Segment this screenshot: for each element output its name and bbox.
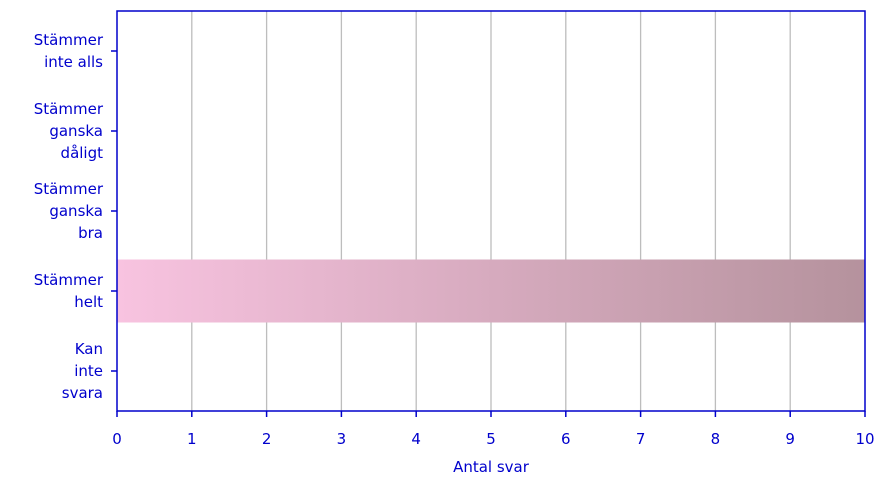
y-tick-label-2-2: bra [78,224,103,242]
x-axis-ticks: 0 1 2 3 4 5 6 7 8 9 10 [112,411,875,448]
x-tick-label-1: 1 [187,430,197,448]
y-tick-label-0-1: inte alls [44,53,103,71]
y-axis-ticks: Stämmer inte alls Stämmer ganska dåligt Stämm… [34,31,117,402]
x-tick-label-2: 2 [262,430,272,448]
x-tick-label-0: 0 [112,430,122,448]
y-tick-label-1-2: dåligt [61,144,104,162]
y-tick-label-2-1: ganska [49,202,103,220]
x-tick-label-9: 9 [785,430,795,448]
x-tick-label-4: 4 [411,430,421,448]
y-tick-label-1-1: ganska [49,122,103,140]
y-tick-label-3-0: Stämmer [34,271,104,289]
x-tick-label-3: 3 [337,430,347,448]
bars [117,259,865,323]
bar-3 [117,259,865,323]
y-tick-label-0-0: Stämmer [34,31,104,49]
y-tick-label-1-0: Stämmer [34,100,104,118]
x-tick-label-6: 6 [561,430,571,448]
y-tick-label-4-1: inte [74,362,103,380]
x-axis-label: Antal svar [453,458,530,476]
y-tick-label-4-0: Kan [75,340,103,358]
x-tick-label-5: 5 [486,430,496,448]
y-tick-label-3-1: helt [74,293,103,311]
grid-lines [191,11,791,411]
x-tick-label-7: 7 [636,430,646,448]
x-tick-label-8: 8 [711,430,721,448]
y-tick-label-4-2: svara [62,384,103,402]
x-tick-label-10: 10 [855,430,874,448]
y-tick-label-2-0: Stämmer [34,180,104,198]
